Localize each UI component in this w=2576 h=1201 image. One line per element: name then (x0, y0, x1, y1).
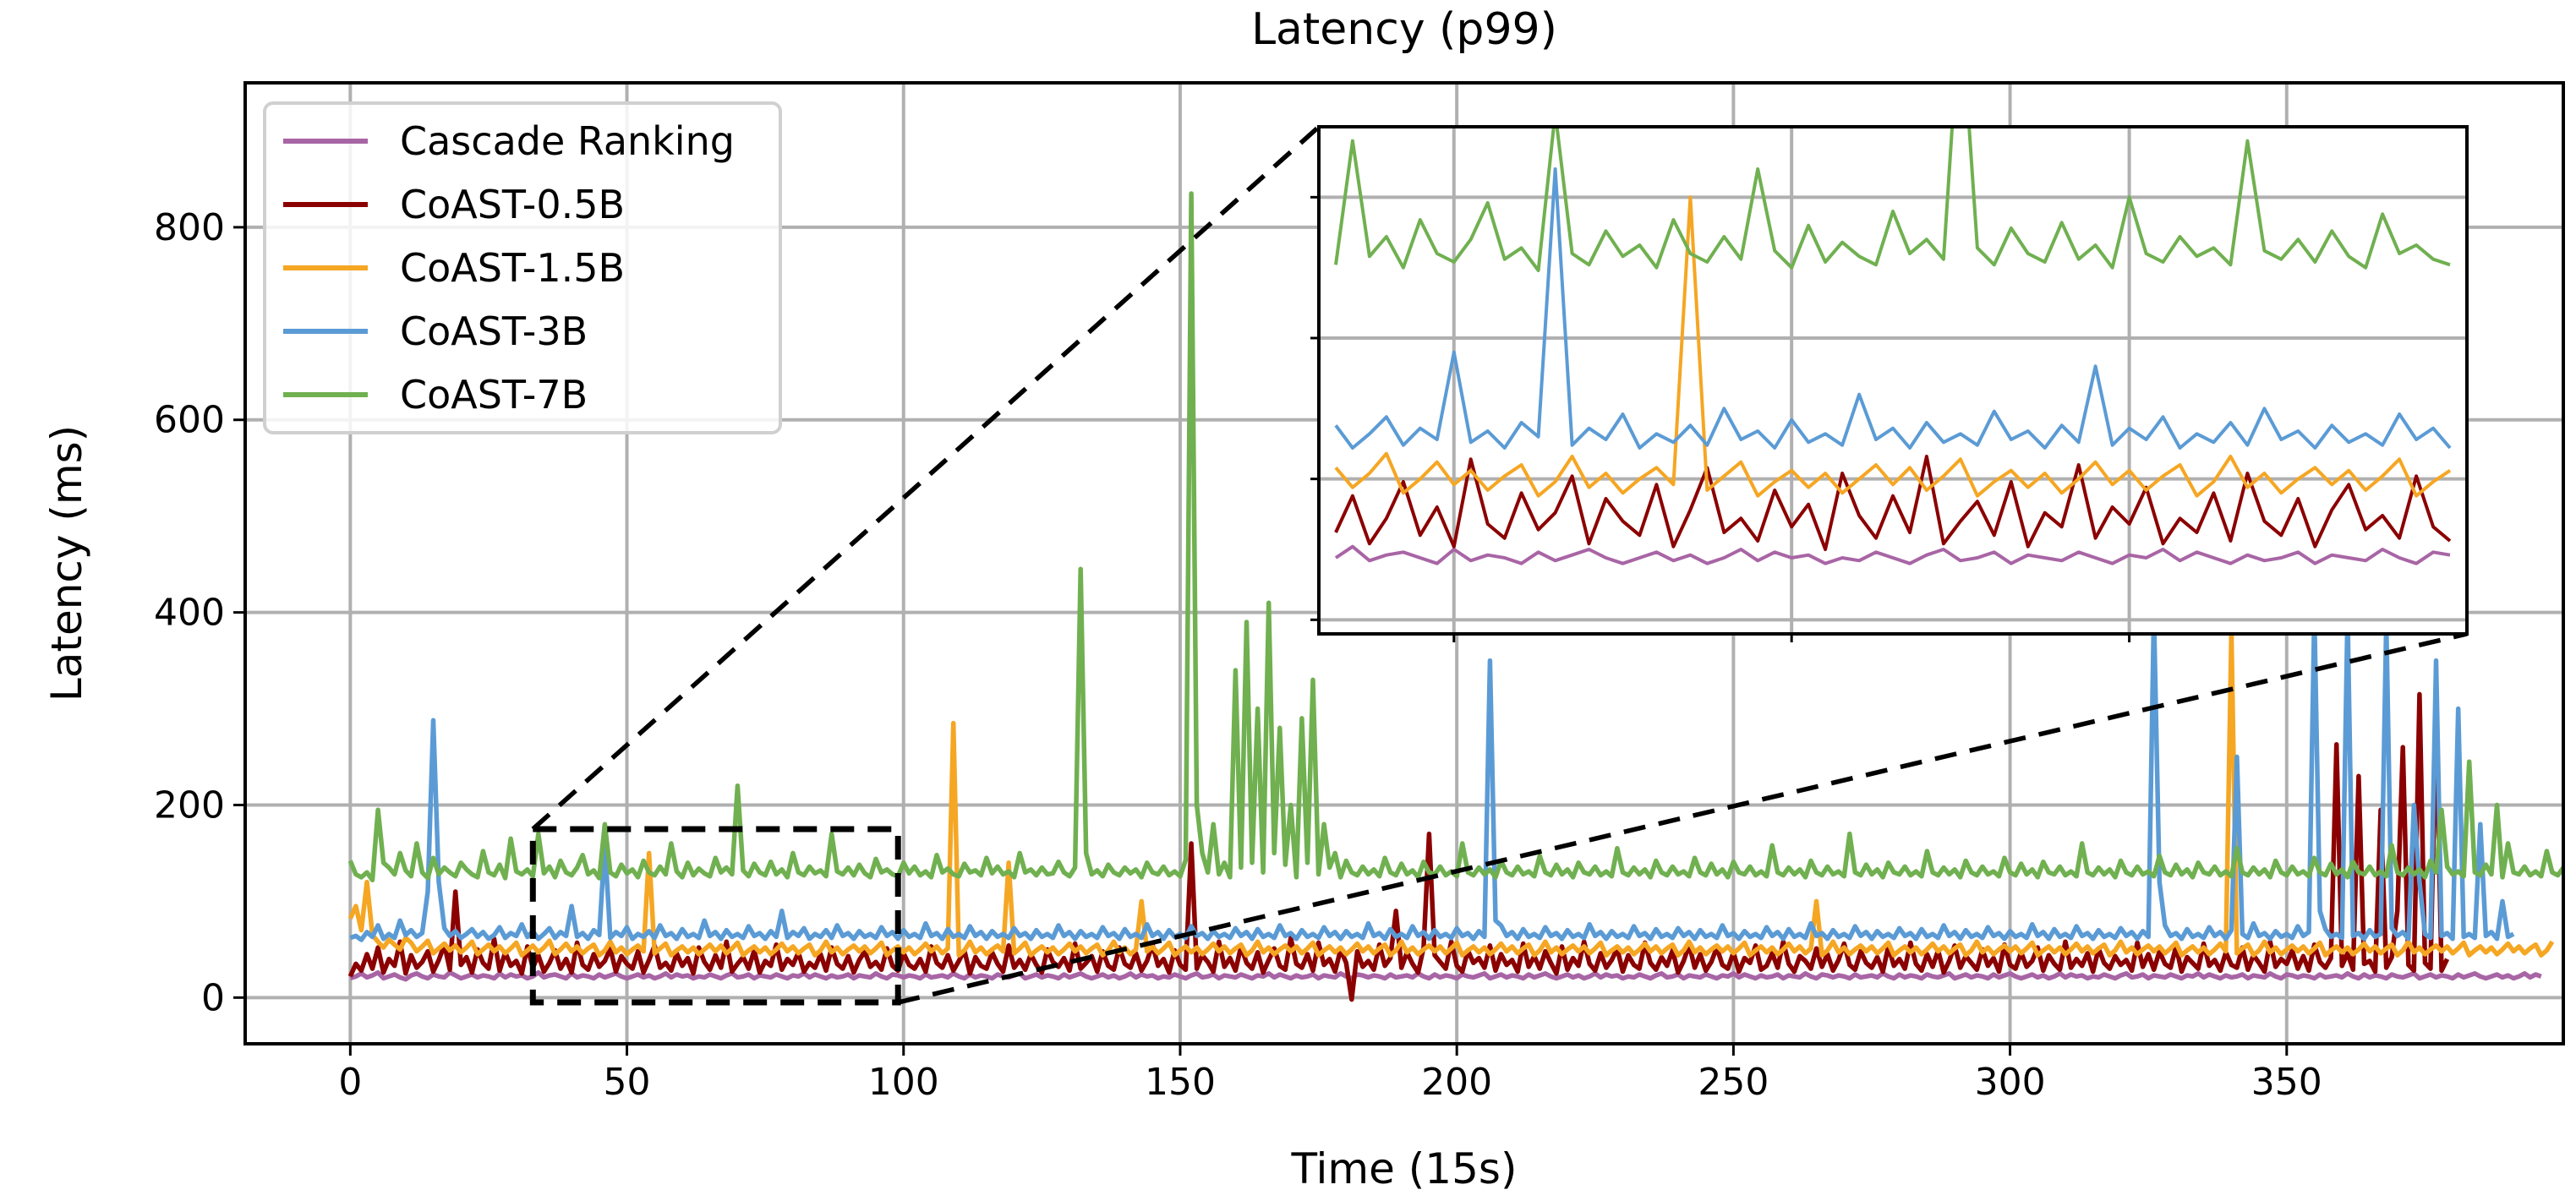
inset-series-line-3 (1334, 167, 2452, 450)
plot-frame (243, 81, 2565, 1045)
ticks: 0 50 100 150 200 250 300 350 0 200 400 600 800 (154, 206, 2322, 1104)
x-tick-label: 250 (1698, 1061, 1769, 1104)
legend-box (263, 101, 782, 434)
chart-title: Latency (p99) (1251, 4, 1557, 55)
y-tick-label: 200 (154, 783, 225, 827)
y-axis-title: Latency (ms) (42, 425, 91, 701)
inset-series-line-1 (1334, 455, 2452, 551)
legend-label: Cascade Ranking (400, 118, 735, 164)
zoom-connector-bottom (897, 631, 2468, 1005)
x-tick-label: 350 (2251, 1061, 2322, 1104)
series-line-2 (347, 629, 2555, 958)
inset-series-line-2 (1334, 195, 2452, 498)
zoom-indicator (529, 124, 2468, 1006)
series-lines (347, 191, 2563, 1002)
inset-chart (1310, 125, 2469, 642)
x-axis-title: Time (15s) (1291, 1144, 1518, 1193)
legend-label: CoAST-1.5B (400, 245, 625, 291)
series-line-0 (349, 969, 2542, 982)
x-tick-label: 50 (604, 1061, 651, 1104)
legend: Cascade Ranking CoAST-0.5B CoAST-1.5B CoAST… (263, 101, 782, 434)
x-tick-label: 150 (1145, 1061, 1216, 1104)
y-tick-label: 600 (154, 399, 225, 442)
legend-label: CoAST-0.5B (400, 182, 625, 227)
y-tick-label: 800 (154, 206, 225, 249)
x-tick-label: 200 (1421, 1061, 1492, 1104)
inset-series-line-0 (1334, 544, 2451, 565)
inset-frame (1317, 125, 2469, 636)
inset-series-line-4 (1334, 127, 2451, 272)
x-tick-label: 300 (1975, 1061, 2046, 1104)
legend-label: CoAST-3B (400, 308, 588, 354)
series-line-3 (349, 609, 2515, 942)
x-tick-label: 0 (338, 1061, 362, 1104)
x-tick-label: 100 (868, 1061, 939, 1104)
y-tick-label: 0 (201, 976, 225, 1019)
y-tick-label: 400 (154, 592, 225, 635)
inset-series (1334, 127, 2452, 565)
zoom-region-box (529, 826, 901, 1006)
series-line-4 (347, 191, 2563, 883)
legend-label: CoAST-7B (400, 372, 588, 418)
